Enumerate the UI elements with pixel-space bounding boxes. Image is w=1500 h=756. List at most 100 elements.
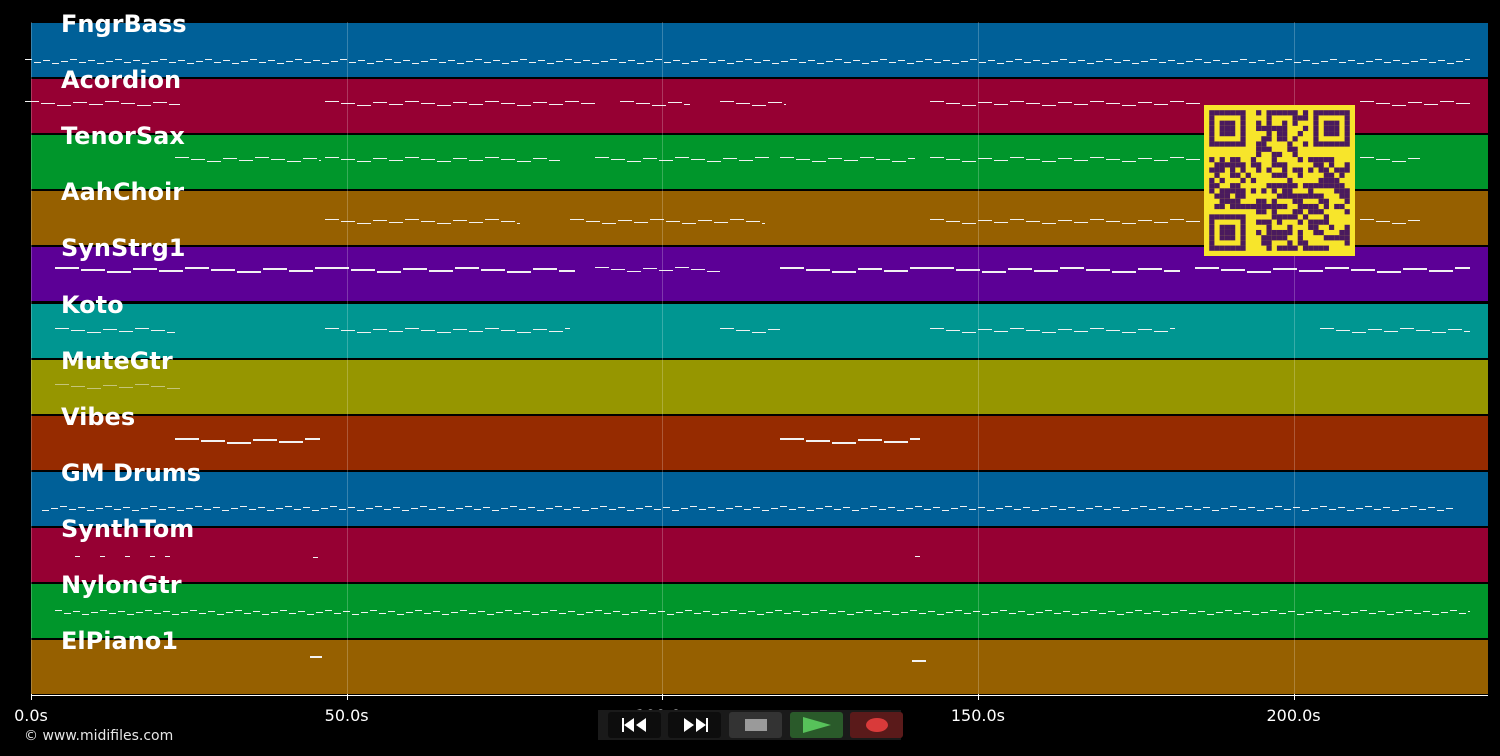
note-bar: [862, 63, 869, 64]
note-bar: [1252, 614, 1259, 615]
note-bar: [964, 613, 971, 614]
note-bar: [394, 62, 401, 63]
note-bar: [735, 505, 742, 507]
note-bar: [1392, 223, 1406, 225]
note-bar: [421, 61, 428, 62]
note-bar: [718, 60, 725, 61]
note-bar: [768, 102, 782, 104]
note-bar: [178, 60, 185, 61]
record-button[interactable]: [850, 712, 903, 738]
note-bar: [1273, 268, 1297, 271]
note-bar: [505, 610, 512, 611]
note-bar: [223, 158, 237, 160]
note-bar: [294, 508, 301, 510]
note-bar: [1135, 610, 1142, 611]
note-bar: [838, 611, 845, 612]
note-bar: [538, 60, 545, 61]
note-bar: [132, 509, 139, 511]
note-bar: [237, 271, 261, 274]
note-bar: [142, 63, 149, 64]
note-bar: [681, 507, 688, 509]
note-bar: [420, 505, 427, 507]
track-lane: [31, 247, 1488, 302]
rewind-button[interactable]: [608, 712, 661, 738]
fast-forward-button[interactable]: [668, 712, 721, 738]
note-bar: [481, 269, 505, 272]
note-bar: [334, 613, 341, 614]
note-bar: [934, 62, 941, 63]
note-bar: [1258, 60, 1265, 61]
note-bar: [1018, 611, 1025, 612]
note-bar: [1357, 63, 1364, 64]
play-button[interactable]: [790, 712, 843, 738]
note-bar: [573, 506, 580, 508]
note-bar: [1096, 61, 1103, 62]
track-name: Koto: [61, 290, 124, 319]
note-bar: [620, 101, 634, 103]
axis-tick-label: 150.0s: [950, 706, 1005, 725]
note-bar: [135, 383, 149, 385]
note-bar: [636, 507, 643, 509]
note-bar: [389, 330, 403, 332]
note-bar: [856, 612, 863, 613]
note-bar: [285, 505, 292, 507]
gridline: [977, 22, 979, 695]
note-bar: [430, 59, 437, 60]
note-bar: [772, 63, 779, 64]
note-bar: [1132, 63, 1139, 64]
note-bar: [1074, 160, 1088, 162]
note-bar: [1230, 505, 1237, 507]
note-bar: [1321, 61, 1328, 62]
note-bar: [433, 611, 440, 612]
note-bar: [168, 506, 175, 508]
note-bar: [988, 60, 995, 61]
note-bar: [71, 329, 85, 331]
note-bar: [559, 270, 575, 273]
note-bar: [1150, 59, 1157, 60]
note-bar: [582, 509, 589, 511]
note-bar: [286, 61, 293, 62]
note-bar: [1010, 157, 1024, 159]
note-bar: [1423, 611, 1430, 612]
note-bar: [208, 611, 215, 612]
note-bar: [1374, 508, 1381, 510]
note-bar: [375, 505, 382, 507]
note-bar: [1149, 508, 1156, 510]
note-bar: [775, 610, 782, 611]
note-bar: [960, 505, 967, 507]
note-bar: [595, 267, 609, 269]
note-bar: [1138, 328, 1152, 330]
note-bar: [581, 103, 595, 105]
note-bar: [55, 610, 62, 611]
note-bar: [834, 508, 841, 510]
note-bar: [474, 508, 481, 510]
note-bar: [1351, 612, 1358, 613]
note-bar: [1108, 611, 1115, 612]
note-bar: [529, 62, 536, 63]
note-bar: [533, 102, 547, 104]
note-bar: [723, 158, 737, 160]
note-bar: [1077, 509, 1084, 511]
note-bar: [1267, 63, 1274, 64]
note-bar: [357, 105, 371, 107]
note-bar: [1324, 613, 1331, 614]
note-bar: [595, 610, 602, 611]
note-bar: [1027, 614, 1034, 615]
note-bar: [424, 613, 431, 614]
note-bar: [649, 613, 656, 614]
note-bar: [81, 269, 105, 272]
note-bar: [1401, 507, 1408, 509]
stop-button[interactable]: [729, 712, 782, 738]
note-bar: [1033, 60, 1040, 61]
note-bar: [109, 613, 116, 614]
note-bar: [121, 103, 135, 105]
note-bar: [796, 159, 810, 161]
note-bar: [600, 505, 607, 507]
note-bar: [1086, 507, 1093, 509]
note-bar: [106, 61, 113, 62]
note-bar: [962, 161, 976, 163]
note-bar: [1437, 509, 1444, 511]
note-bar: [259, 62, 266, 63]
note-bar: [91, 612, 98, 613]
note-bar: [227, 441, 251, 444]
